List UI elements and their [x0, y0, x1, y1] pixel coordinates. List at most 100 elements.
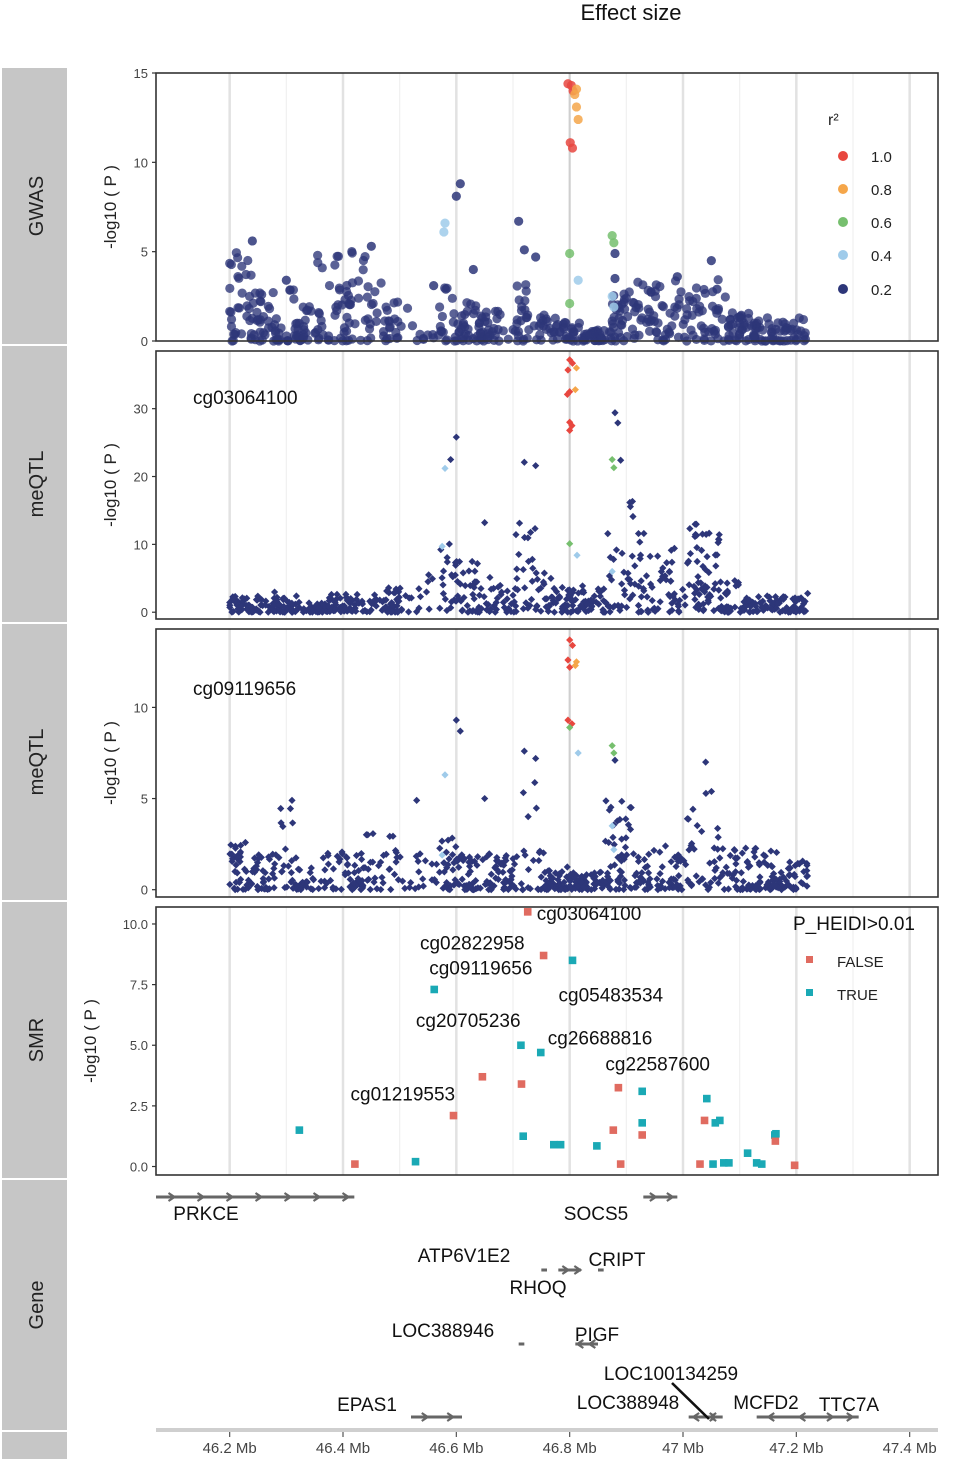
meqtl2-snp-point-r2-0.2	[611, 756, 619, 764]
meqtl2-snp-point-r2-0.2	[466, 882, 474, 891]
gene-loc388946: LOC388946	[392, 1321, 525, 1346]
meqtl2-snp-point-r2-0.2	[618, 835, 626, 843]
meqtl1-snp-point-r2-0.2	[485, 607, 494, 616]
gwas-snp-point-r2-0.2	[341, 326, 352, 336]
meqtl2-snp-point-r2-0.2	[262, 885, 270, 893]
meqtl2-snp-point-r2-0.2	[354, 875, 362, 883]
meqtl2-snp-point-r2-0.2	[358, 876, 366, 885]
meqtl2-snp-point-r2-0.2	[293, 885, 301, 893]
gene-label: CRIPT	[589, 1250, 646, 1271]
meqtl2-snp-point-r2-0.2	[392, 858, 400, 866]
meqtl1-snp-point-r2-0.2	[568, 588, 577, 597]
meqtl1-snp-point-r2-0.2	[599, 608, 607, 616]
smr-probe-point-true	[556, 1140, 565, 1149]
meqtl1-snp-point-r2-0.2	[693, 543, 701, 552]
strand-arrow-icon	[587, 1339, 596, 1349]
gwas-snp-point-r2-0.2	[462, 298, 472, 308]
meqtl2-snp-point-r2-0.2	[265, 875, 273, 883]
meqtl1-snp-point-r2-0.2	[475, 591, 484, 599]
meqtl1-snp-point-r2-0.2	[262, 601, 270, 609]
meqtl1-snp-point-r2-0.2	[715, 586, 723, 594]
gwas-snp-point-r2-0.2	[750, 330, 760, 340]
meqtl2-snp-point-r2-0.2	[658, 877, 667, 885]
meqtl2-snp-point-r2-0.2	[650, 846, 658, 855]
gwas-legend-key-0.4	[838, 250, 848, 260]
meqtl2-snp-point-r2-0.2	[278, 868, 286, 876]
meqtl2-y-axis-label: -log10 ( P )	[101, 721, 120, 805]
meqtl2-plot-frame	[155, 628, 939, 898]
meqtl1-points	[226, 356, 812, 616]
meqtl2-snp-point-r2-0.2	[768, 872, 776, 881]
gwas-snp-point-r2-0.2	[244, 291, 255, 302]
smr-y-tick-label: 5.0	[130, 1038, 148, 1053]
gene-label: PIGF	[575, 1325, 619, 1346]
meqtl1-snp-point-r2-0.2	[634, 601, 643, 610]
meqtl2-snp-point-r2-0.2	[609, 833, 617, 841]
gwas-snp-point-r2-0.2	[358, 255, 369, 266]
meqtl1-snp-point-r2-0.2	[459, 569, 467, 577]
gwas-snp-point-r2-0.2	[366, 241, 376, 251]
smr-probe-point-false	[616, 1160, 625, 1168]
strand-arrow-icon	[312, 1192, 322, 1202]
strip-meqtl-1	[2, 346, 67, 622]
meqtl2-snp-point-r2-0.2	[614, 853, 622, 861]
gwas-snp-point-r2-0.2	[561, 318, 571, 328]
gwas-snp-point-r2-0.2	[655, 281, 665, 292]
meqtl1-snp-point-r2-0.2	[642, 572, 651, 580]
meqtl2-snp-point-r2-0.2	[560, 878, 568, 886]
meqtl1-snp-point-r2-0.2	[667, 577, 675, 585]
meqtl2-snp-point-r2-0.2	[738, 884, 746, 892]
meqtl2-snp-point-r2-0.2	[287, 869, 295, 877]
meqtl1-snp-point-r2-0.6	[610, 464, 618, 472]
meqtl2-snp-point-r2-0.2	[532, 804, 540, 812]
meqtl2-snp-point-r2-0.2	[602, 797, 610, 805]
meqtl1-snp-point-r2-0.2	[327, 595, 336, 603]
smr-probe-label: cg05483534	[559, 985, 664, 1006]
gwas-legend-key-1.0	[838, 151, 848, 161]
meqtl1-snp-point-r2-0.2	[295, 598, 303, 606]
meqtl1-snp-point-r2-0.2	[703, 553, 711, 561]
smr-probe-label: cg22587600	[605, 1055, 710, 1076]
meqtl2-snp-point-r2-0.2	[653, 875, 661, 883]
meqtl1-snp-point-r2-0.2	[389, 601, 397, 609]
meqtl1-snp-point-r2-0.2	[520, 458, 528, 466]
smr-probe-point-true	[430, 985, 439, 994]
gwas-snp-point-r2-0.2	[743, 313, 754, 324]
meqtl1-snp-point-r2-0.2	[283, 597, 291, 605]
smr-legend-key-false	[806, 956, 813, 963]
meqtl1-snp-point-r2-0.2	[395, 597, 403, 605]
meqtl2-snp-point-r2-0.2	[443, 864, 451, 872]
meqtl1-snp-point-r2-0.2	[781, 607, 789, 615]
meqtl1-snp-point-r2-0.2	[676, 596, 684, 604]
gwas-snp-point-r2-0.2	[226, 321, 237, 332]
meqtl2-snp-point-r2-0.2	[529, 856, 538, 865]
meqtl2-snp-point-r2-0.2	[787, 884, 796, 892]
meqtl2-snp-point-r2-0.2	[544, 885, 552, 893]
gwas-snp-point-r2-0.2	[290, 324, 300, 334]
gwas-snp-point-r2-0.2	[724, 330, 734, 340]
meqtl2-snp-point-r2-0.2	[506, 867, 514, 875]
meqtl1-snp-point-r2-0.2	[618, 549, 626, 557]
meqtl1-snp-point-r2-0.2	[499, 598, 508, 606]
meqtl1-snp-point-r2-0.2	[366, 597, 374, 605]
meqtl2-snp-point-r2-0.2	[510, 860, 519, 868]
meqtl1-snp-point-r2-0.2	[662, 576, 670, 584]
smr-probe-label: cg01219553	[351, 1085, 456, 1106]
gwas-snp-point-r2-0.2	[317, 263, 327, 273]
meqtl1-snp-point-r2-0.2	[256, 608, 264, 616]
gwas-panel: 0 5 10 15 -log10 ( P ) r² 1.0 0.8 0.6 0.4 0…	[101, 66, 939, 349]
gwas-snp-point-r2-0.2	[350, 319, 360, 329]
meqtl1-snp-point-r2-0.2	[553, 588, 561, 596]
meqtl2-snp-point-r2-0.2	[472, 876, 480, 885]
meqtl2-snp-point-r2-0.2	[322, 879, 331, 888]
meqtl1-snp-point-r2-0.2	[563, 595, 571, 603]
smr-probe-point-true	[709, 1160, 717, 1168]
meqtl1-snp-point-r2-0.2	[314, 604, 323, 612]
meqtl1-snp-point-r2-0.2	[393, 602, 401, 610]
meqtl2-snp-point-r2-0.2	[676, 857, 685, 865]
meqtl2-snp-point-r2-0.2	[546, 879, 554, 887]
smr-probe-point-true	[568, 956, 577, 965]
meqtl1-snp-point-r2-0.2	[279, 596, 287, 604]
meqtl2-snp-point-r2-0.2	[645, 881, 653, 889]
gwas-snp-point-r2-0.2	[487, 327, 497, 337]
